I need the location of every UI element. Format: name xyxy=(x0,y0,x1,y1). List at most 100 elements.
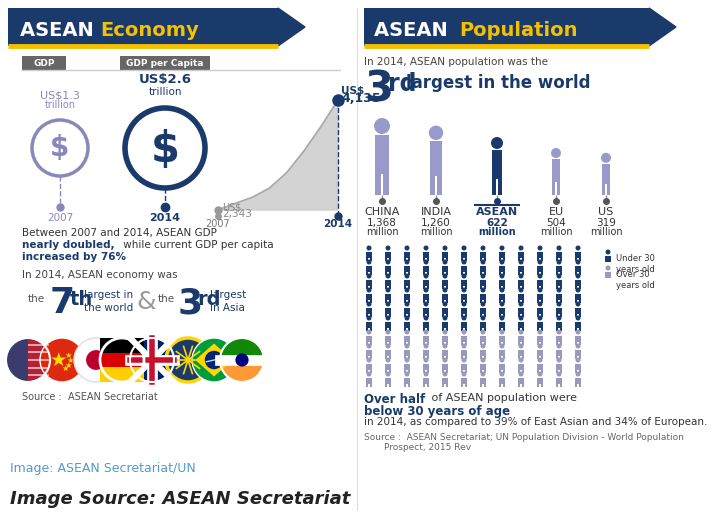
FancyBboxPatch shape xyxy=(404,356,406,359)
Circle shape xyxy=(605,266,610,270)
FancyBboxPatch shape xyxy=(540,341,543,345)
FancyBboxPatch shape xyxy=(483,286,486,289)
Circle shape xyxy=(538,371,543,377)
Circle shape xyxy=(386,316,391,320)
FancyBboxPatch shape xyxy=(556,336,562,341)
FancyBboxPatch shape xyxy=(427,258,429,261)
FancyBboxPatch shape xyxy=(461,349,467,356)
FancyBboxPatch shape xyxy=(366,349,372,356)
FancyBboxPatch shape xyxy=(404,383,406,387)
Text: Economy: Economy xyxy=(100,22,198,41)
FancyBboxPatch shape xyxy=(388,299,391,303)
FancyBboxPatch shape xyxy=(560,299,562,303)
Text: ASEAN: ASEAN xyxy=(374,22,455,41)
Circle shape xyxy=(366,358,371,362)
FancyBboxPatch shape xyxy=(480,378,486,383)
FancyBboxPatch shape xyxy=(540,383,543,387)
FancyBboxPatch shape xyxy=(404,349,410,356)
FancyBboxPatch shape xyxy=(480,321,486,328)
FancyBboxPatch shape xyxy=(556,286,558,289)
Circle shape xyxy=(461,259,466,265)
Circle shape xyxy=(500,371,505,377)
Circle shape xyxy=(374,118,390,134)
FancyBboxPatch shape xyxy=(366,356,368,359)
FancyBboxPatch shape xyxy=(370,383,372,387)
FancyBboxPatch shape xyxy=(461,279,467,286)
FancyBboxPatch shape xyxy=(423,313,426,317)
FancyBboxPatch shape xyxy=(499,383,501,387)
FancyBboxPatch shape xyxy=(483,383,486,387)
FancyBboxPatch shape xyxy=(404,378,410,383)
FancyBboxPatch shape xyxy=(408,341,410,345)
Text: million: million xyxy=(366,227,398,237)
FancyBboxPatch shape xyxy=(537,313,539,317)
FancyBboxPatch shape xyxy=(366,321,372,328)
Circle shape xyxy=(551,148,561,158)
Circle shape xyxy=(575,343,580,349)
FancyBboxPatch shape xyxy=(537,383,539,387)
FancyBboxPatch shape xyxy=(480,336,486,341)
FancyBboxPatch shape xyxy=(556,349,562,356)
FancyBboxPatch shape xyxy=(522,383,524,387)
FancyBboxPatch shape xyxy=(461,383,463,387)
Circle shape xyxy=(405,316,410,320)
FancyBboxPatch shape xyxy=(579,299,581,303)
FancyBboxPatch shape xyxy=(499,251,505,258)
FancyBboxPatch shape xyxy=(427,383,429,387)
Circle shape xyxy=(386,343,391,349)
Text: 2007: 2007 xyxy=(206,219,231,229)
FancyBboxPatch shape xyxy=(503,328,505,331)
Circle shape xyxy=(192,338,236,382)
FancyBboxPatch shape xyxy=(370,356,372,359)
FancyBboxPatch shape xyxy=(556,271,558,275)
Circle shape xyxy=(366,371,371,377)
Circle shape xyxy=(538,343,543,349)
FancyBboxPatch shape xyxy=(575,313,578,317)
Circle shape xyxy=(538,316,543,320)
Circle shape xyxy=(575,329,580,335)
Text: ASEAN: ASEAN xyxy=(476,207,518,217)
FancyBboxPatch shape xyxy=(385,286,387,289)
Circle shape xyxy=(86,350,106,370)
FancyBboxPatch shape xyxy=(423,266,429,271)
FancyBboxPatch shape xyxy=(442,356,444,359)
FancyBboxPatch shape xyxy=(518,299,521,303)
FancyBboxPatch shape xyxy=(404,286,406,289)
FancyBboxPatch shape xyxy=(602,164,610,184)
Circle shape xyxy=(556,259,561,265)
FancyBboxPatch shape xyxy=(442,341,444,345)
FancyBboxPatch shape xyxy=(423,321,429,328)
FancyBboxPatch shape xyxy=(385,378,391,383)
Text: ★: ★ xyxy=(61,363,69,372)
FancyBboxPatch shape xyxy=(518,328,521,331)
FancyBboxPatch shape xyxy=(575,341,578,345)
Text: million: million xyxy=(590,227,623,237)
Text: Over half: Over half xyxy=(364,393,426,406)
Text: ASEAN: ASEAN xyxy=(20,22,101,41)
FancyBboxPatch shape xyxy=(537,356,539,359)
FancyBboxPatch shape xyxy=(483,313,486,317)
Circle shape xyxy=(405,343,410,349)
Circle shape xyxy=(366,301,371,307)
FancyBboxPatch shape xyxy=(461,378,467,383)
Circle shape xyxy=(423,371,428,377)
FancyBboxPatch shape xyxy=(480,328,482,331)
Circle shape xyxy=(518,274,523,278)
FancyBboxPatch shape xyxy=(556,363,562,369)
Polygon shape xyxy=(649,8,676,46)
FancyBboxPatch shape xyxy=(575,258,578,261)
FancyBboxPatch shape xyxy=(480,251,486,258)
FancyBboxPatch shape xyxy=(8,8,278,46)
FancyBboxPatch shape xyxy=(560,313,562,317)
Circle shape xyxy=(40,338,84,382)
FancyBboxPatch shape xyxy=(442,279,448,286)
FancyBboxPatch shape xyxy=(442,328,444,331)
Circle shape xyxy=(366,316,371,320)
Circle shape xyxy=(405,288,410,292)
Circle shape xyxy=(518,301,523,307)
Wedge shape xyxy=(6,338,28,382)
Circle shape xyxy=(461,246,466,250)
FancyBboxPatch shape xyxy=(446,299,448,303)
Text: the: the xyxy=(28,294,45,304)
Text: Population: Population xyxy=(459,22,578,41)
